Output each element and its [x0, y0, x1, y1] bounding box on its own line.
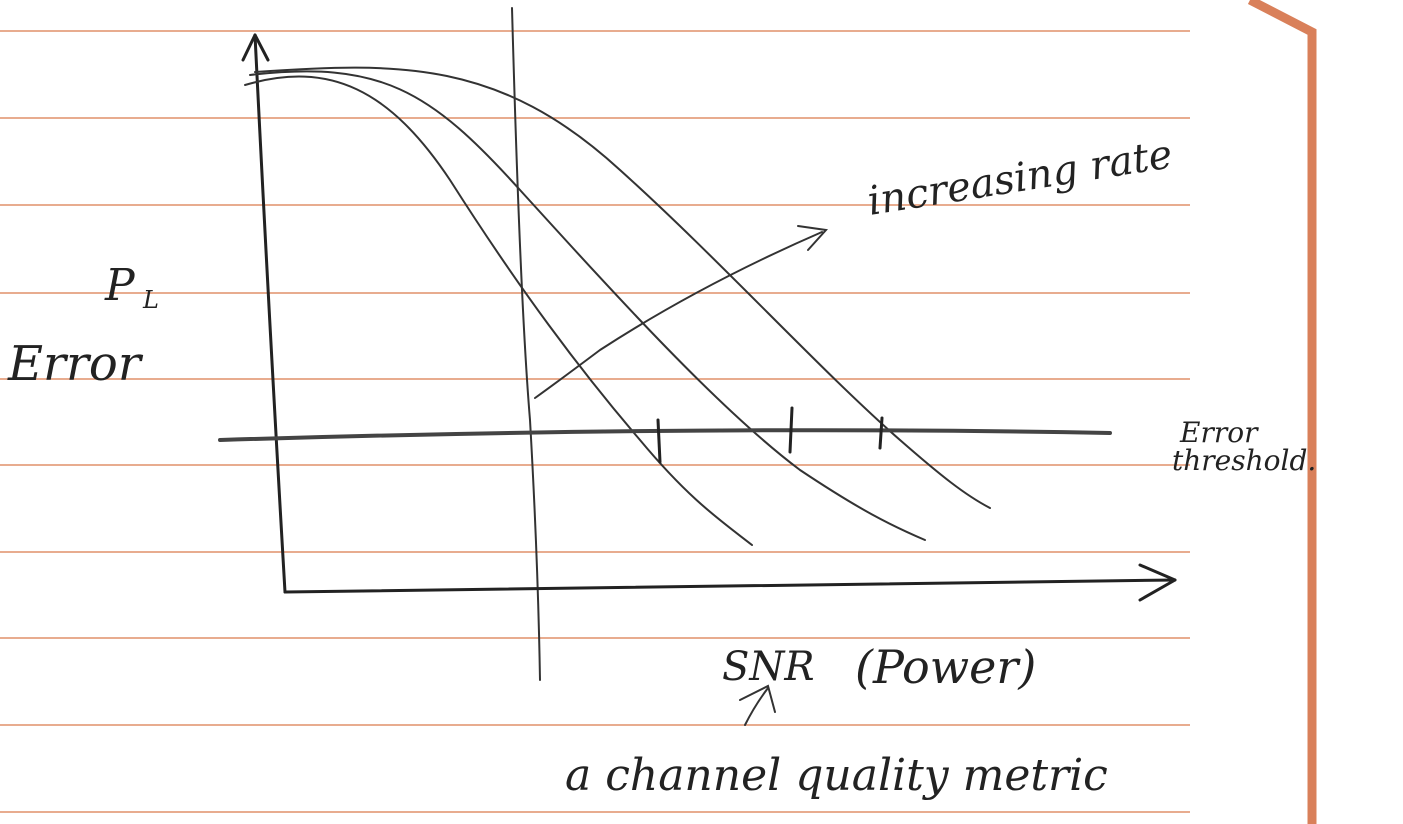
- y-symbol: P: [104, 260, 136, 311]
- threshold-label: threshold.: [1172, 444, 1316, 477]
- x-axis-unit: (Power): [855, 640, 1036, 694]
- y-subscript: L: [142, 286, 159, 314]
- x-axis-note: a channel quality metric: [565, 750, 1108, 801]
- x-axis-label: SNR: [722, 644, 815, 690]
- y-axis-label: Error: [7, 336, 144, 392]
- paper: [0, 0, 1403, 824]
- notebook-sketch: P L Error increasing rate Error threshol…: [0, 0, 1403, 824]
